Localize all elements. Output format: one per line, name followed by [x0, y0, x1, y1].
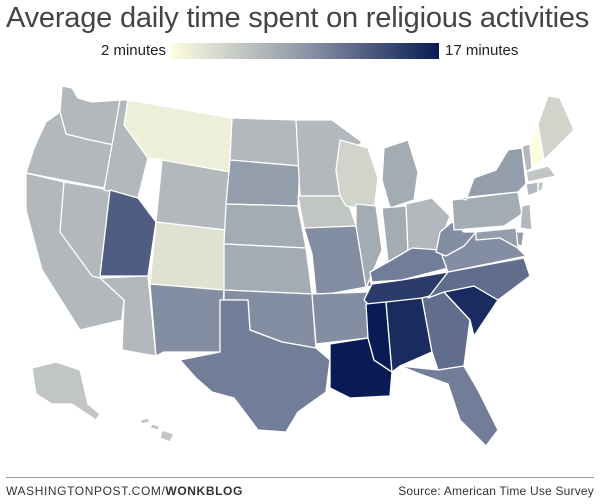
state-ak: [31, 361, 101, 421]
state-fl: [399, 365, 499, 447]
state-ms: [365, 301, 393, 373]
state-ct: [525, 181, 539, 197]
state-ne: [223, 203, 307, 249]
source-note: Source: American Time Use Survey: [398, 484, 594, 498]
color-legend: 2 minutes 17 minutes: [0, 41, 600, 63]
site-credit: WASHINGTONPOST.COM/WONKBLOG: [6, 484, 243, 498]
state-az: [99, 275, 157, 357]
state-ma: [525, 165, 557, 183]
state-ks: [223, 243, 313, 295]
state-wi: [335, 139, 379, 211]
state-il: [355, 203, 383, 289]
state-or: [25, 111, 115, 189]
state-sd: [225, 159, 301, 207]
credit-brand: WONKBLOG: [165, 484, 243, 498]
state-ny: [459, 147, 527, 201]
state-nm: [149, 283, 225, 357]
credit-site: WASHINGTONPOST.COM/: [6, 484, 166, 498]
state-nc: [427, 257, 531, 301]
legend-gradient-bar: [171, 43, 439, 59]
state-co: [149, 221, 227, 291]
state-mi: [381, 139, 419, 209]
state-al: [385, 297, 433, 373]
legend-min-label: 2 minutes: [100, 42, 166, 59]
chart-title: Average daily time spent on religious ac…: [6, 2, 590, 34]
state-nj: [519, 203, 533, 231]
state-tx: [179, 299, 331, 433]
legend-max-label: 17 minutes: [445, 42, 519, 59]
state-me: [537, 95, 575, 161]
state-nd: [229, 117, 301, 167]
state-wv: [435, 221, 477, 257]
state-ar: [311, 291, 371, 345]
state-md: [475, 227, 519, 249]
state-ut: [99, 189, 157, 277]
footer-divider: [6, 477, 594, 478]
state-ri: [537, 181, 545, 193]
state-wy: [155, 159, 231, 231]
state-nv: [59, 181, 111, 279]
state-hi: [139, 417, 175, 443]
